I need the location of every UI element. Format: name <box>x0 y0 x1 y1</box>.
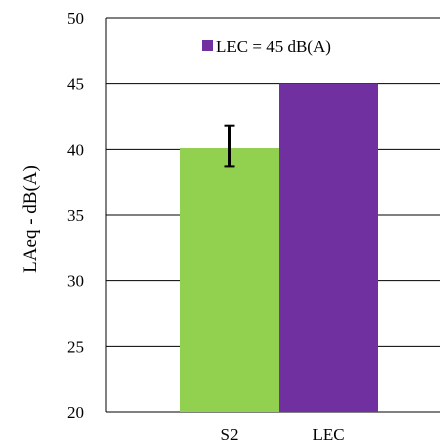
bar-lec <box>279 83 378 413</box>
legend-swatch <box>202 40 213 51</box>
y-tick-label-20: 20 <box>67 403 84 422</box>
bars <box>180 83 378 413</box>
legend: LEC = 45 dB(A) <box>202 37 331 56</box>
y-tick-labels: 20 25 30 35 40 45 50 <box>67 9 84 422</box>
x-tick-labels: S2 LEC <box>221 425 345 444</box>
bar-s2 <box>180 148 279 412</box>
x-tick-label-lec: LEC <box>312 425 344 444</box>
legend-label: LEC = 45 dB(A) <box>216 37 331 56</box>
error-bars <box>224 124 235 168</box>
y-axis-title: LAeq - dB(A) <box>20 165 41 273</box>
y-tick-label-30: 30 <box>67 272 84 291</box>
y-tick-label-45: 45 <box>67 75 84 94</box>
y-tick-label-35: 35 <box>67 206 84 225</box>
y-tick-label-40: 40 <box>67 140 84 159</box>
x-tick-label-s2: S2 <box>221 425 239 444</box>
y-tick-label-50: 50 <box>67 9 84 28</box>
y-tick-label-25: 25 <box>67 337 84 356</box>
